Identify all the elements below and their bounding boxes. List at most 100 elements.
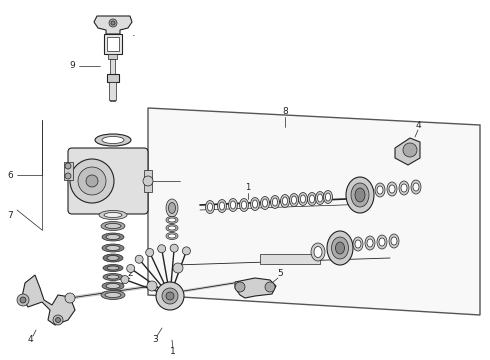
Ellipse shape <box>230 201 236 209</box>
Ellipse shape <box>105 224 121 229</box>
Ellipse shape <box>207 203 213 211</box>
Ellipse shape <box>311 243 325 261</box>
Ellipse shape <box>220 202 224 210</box>
Ellipse shape <box>242 201 246 209</box>
Circle shape <box>65 173 71 179</box>
Circle shape <box>121 276 129 284</box>
Text: 6: 6 <box>7 171 13 180</box>
Ellipse shape <box>308 193 317 206</box>
Ellipse shape <box>168 234 176 238</box>
Ellipse shape <box>379 238 385 246</box>
Ellipse shape <box>102 244 124 252</box>
Ellipse shape <box>332 237 348 259</box>
Ellipse shape <box>166 233 178 239</box>
Ellipse shape <box>399 181 409 195</box>
Circle shape <box>17 294 29 306</box>
Ellipse shape <box>107 275 119 279</box>
Ellipse shape <box>107 256 119 261</box>
Ellipse shape <box>102 136 124 144</box>
Text: 1: 1 <box>245 184 250 193</box>
Ellipse shape <box>365 236 375 250</box>
Ellipse shape <box>377 235 387 249</box>
Ellipse shape <box>283 197 288 205</box>
Ellipse shape <box>318 194 322 202</box>
Ellipse shape <box>166 216 178 224</box>
Text: 5: 5 <box>277 270 283 279</box>
Ellipse shape <box>391 237 397 245</box>
Ellipse shape <box>104 212 122 217</box>
Ellipse shape <box>261 197 270 210</box>
Circle shape <box>111 21 115 25</box>
Ellipse shape <box>263 199 268 207</box>
Ellipse shape <box>103 274 123 280</box>
Ellipse shape <box>95 134 131 146</box>
Bar <box>64 162 73 180</box>
Circle shape <box>182 247 191 255</box>
Ellipse shape <box>270 195 279 208</box>
Ellipse shape <box>298 193 308 206</box>
Ellipse shape <box>367 239 373 247</box>
Ellipse shape <box>353 237 363 251</box>
Circle shape <box>127 265 135 273</box>
Ellipse shape <box>101 221 125 230</box>
Text: 8: 8 <box>282 108 288 117</box>
Ellipse shape <box>168 218 176 222</box>
Circle shape <box>65 163 71 169</box>
Circle shape <box>143 176 153 186</box>
Ellipse shape <box>314 247 322 257</box>
Ellipse shape <box>250 198 260 211</box>
Circle shape <box>53 315 63 325</box>
Text: 7: 7 <box>7 211 13 220</box>
Text: 2: 2 <box>127 270 133 279</box>
Ellipse shape <box>355 188 365 202</box>
Circle shape <box>156 282 184 310</box>
Ellipse shape <box>351 183 369 207</box>
Circle shape <box>146 248 154 256</box>
Text: ·: · <box>132 31 136 41</box>
Ellipse shape <box>107 266 119 270</box>
Ellipse shape <box>375 183 385 197</box>
Ellipse shape <box>389 234 399 248</box>
Circle shape <box>135 255 143 263</box>
Circle shape <box>170 244 178 252</box>
Ellipse shape <box>169 202 175 213</box>
Circle shape <box>86 175 98 187</box>
Ellipse shape <box>413 183 419 191</box>
Ellipse shape <box>168 226 176 230</box>
Ellipse shape <box>166 225 178 231</box>
Circle shape <box>166 292 174 300</box>
Text: 4: 4 <box>415 122 421 130</box>
Ellipse shape <box>272 198 277 206</box>
Ellipse shape <box>218 199 226 212</box>
Ellipse shape <box>103 254 123 262</box>
Bar <box>110 59 115 101</box>
Ellipse shape <box>101 291 125 300</box>
Ellipse shape <box>327 231 353 265</box>
Ellipse shape <box>336 242 344 254</box>
Circle shape <box>147 281 157 291</box>
Ellipse shape <box>389 185 395 193</box>
Ellipse shape <box>346 177 374 213</box>
Polygon shape <box>148 108 480 315</box>
Polygon shape <box>395 138 420 165</box>
Ellipse shape <box>401 184 407 192</box>
Circle shape <box>265 282 275 292</box>
Bar <box>108 54 117 59</box>
Circle shape <box>70 159 114 203</box>
Circle shape <box>55 318 60 323</box>
Ellipse shape <box>103 265 123 271</box>
Ellipse shape <box>316 192 324 204</box>
Polygon shape <box>22 275 75 325</box>
Ellipse shape <box>240 198 248 211</box>
Bar <box>260 254 320 264</box>
Circle shape <box>109 19 117 27</box>
Ellipse shape <box>387 182 397 196</box>
Polygon shape <box>235 278 276 298</box>
Ellipse shape <box>228 198 238 211</box>
Ellipse shape <box>300 195 305 203</box>
Bar <box>109 82 116 100</box>
Ellipse shape <box>105 292 121 297</box>
Ellipse shape <box>102 233 124 241</box>
Circle shape <box>162 288 178 304</box>
Ellipse shape <box>102 282 124 290</box>
